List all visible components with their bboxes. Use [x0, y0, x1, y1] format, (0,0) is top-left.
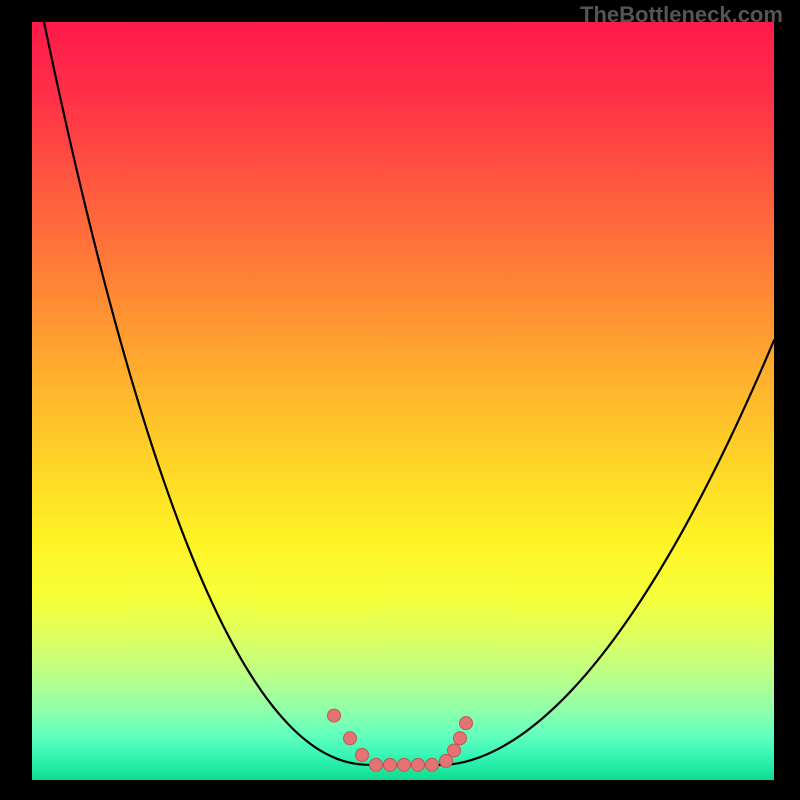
data-marker [398, 758, 411, 771]
data-marker [448, 744, 461, 757]
data-marker [344, 732, 357, 745]
plot-area [32, 22, 774, 780]
curve-layer [32, 22, 774, 780]
chart-frame: TheBottleneck.com [0, 0, 800, 800]
data-marker [426, 758, 439, 771]
bottleneck-curve [44, 22, 774, 765]
data-marker [356, 748, 369, 761]
data-marker [454, 732, 467, 745]
data-marker [384, 758, 397, 771]
data-marker [328, 709, 341, 722]
data-marker [370, 758, 383, 771]
data-marker [412, 758, 425, 771]
data-marker [460, 717, 473, 730]
